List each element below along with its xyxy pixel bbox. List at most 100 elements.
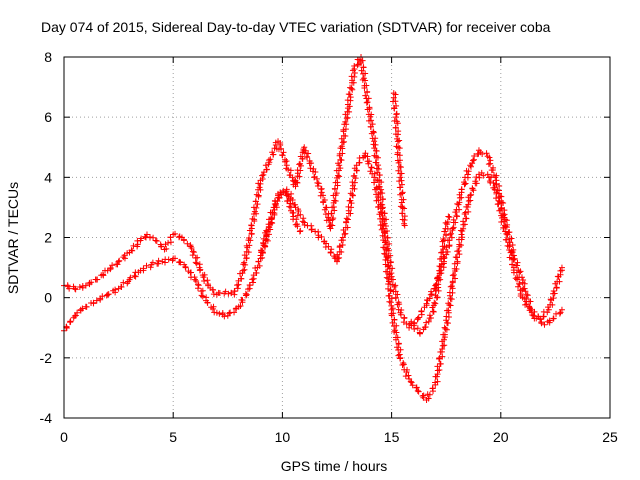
data-point (441, 237, 448, 244)
data-point (297, 211, 304, 218)
data-point (390, 94, 397, 101)
data-point (242, 290, 249, 297)
data-point (462, 180, 469, 187)
data-point (392, 131, 399, 138)
data-point (448, 296, 455, 303)
data-point (327, 249, 334, 256)
data-point (193, 260, 200, 267)
data-point (439, 238, 446, 245)
data-point (334, 251, 341, 258)
data-point (440, 246, 447, 253)
data-point (147, 264, 154, 271)
data-point (279, 152, 286, 159)
data-point (443, 232, 450, 239)
data-point (467, 192, 474, 199)
data-point (347, 197, 354, 204)
data-point (297, 167, 304, 174)
data-point (72, 286, 79, 293)
data-point (308, 226, 315, 233)
data-point (522, 288, 529, 295)
data-point (531, 308, 538, 315)
data-point (508, 235, 515, 242)
data-point (381, 250, 388, 257)
data-point (165, 256, 172, 263)
data-point (518, 274, 525, 281)
data-point (267, 156, 274, 163)
data-point (79, 284, 86, 291)
data-point (425, 395, 432, 402)
data-point (264, 228, 271, 235)
data-point (263, 227, 270, 234)
data-point (435, 355, 442, 362)
data-point (342, 118, 349, 125)
series-2 (390, 90, 408, 229)
data-point (245, 249, 252, 256)
data-point (104, 267, 111, 274)
data-point (401, 314, 408, 321)
data-point (556, 310, 563, 317)
data-point (338, 248, 345, 255)
data-point (401, 222, 408, 229)
data-point (365, 95, 372, 102)
data-point (294, 212, 301, 219)
data-point (471, 152, 478, 159)
data-point (449, 272, 456, 279)
data-point (257, 186, 264, 193)
data-point (408, 318, 415, 325)
data-point (66, 285, 73, 292)
data-point (342, 133, 349, 140)
data-point (239, 270, 246, 277)
data-point (415, 314, 422, 321)
data-point (384, 234, 391, 241)
data-point (76, 284, 83, 291)
data-point (375, 183, 382, 190)
data-point (99, 271, 106, 278)
data-point (550, 315, 557, 322)
data-point (382, 230, 389, 237)
data-point (331, 197, 338, 204)
data-point (187, 243, 194, 250)
data-point (388, 312, 395, 319)
data-point (426, 295, 433, 302)
data-point (180, 236, 187, 243)
data-point (343, 215, 350, 222)
data-point (115, 258, 122, 265)
data-point (289, 174, 296, 181)
data-point (378, 179, 385, 186)
y-tick-label: 8 (44, 49, 52, 65)
data-point (472, 178, 479, 185)
data-point (376, 172, 383, 179)
data-point (210, 291, 217, 298)
y-tick-label: 2 (44, 230, 52, 246)
data-point (344, 114, 351, 121)
data-point (182, 263, 189, 270)
data-point (204, 277, 211, 284)
data-point (162, 241, 169, 248)
data-point (365, 160, 372, 167)
data-point (484, 171, 491, 178)
data-point (391, 283, 398, 290)
data-point (396, 163, 403, 170)
data-point (397, 184, 404, 191)
data-point (228, 290, 235, 297)
data-point (391, 316, 398, 323)
data-point (199, 287, 206, 294)
data-point (198, 292, 205, 299)
data-point (392, 114, 399, 121)
data-point (452, 275, 459, 282)
data-point (403, 368, 410, 375)
data-point (550, 287, 557, 294)
data-point (516, 280, 523, 287)
data-point (241, 259, 248, 266)
data-point (379, 225, 386, 232)
data-point (296, 161, 303, 168)
data-point (216, 310, 223, 317)
data-point (251, 208, 258, 215)
x-tick-label: 10 (275, 429, 291, 445)
data-point (243, 242, 250, 249)
data-point (445, 300, 452, 307)
data-point (200, 274, 207, 281)
data-point (256, 184, 263, 191)
data-point (374, 154, 381, 161)
data-point (557, 309, 564, 316)
